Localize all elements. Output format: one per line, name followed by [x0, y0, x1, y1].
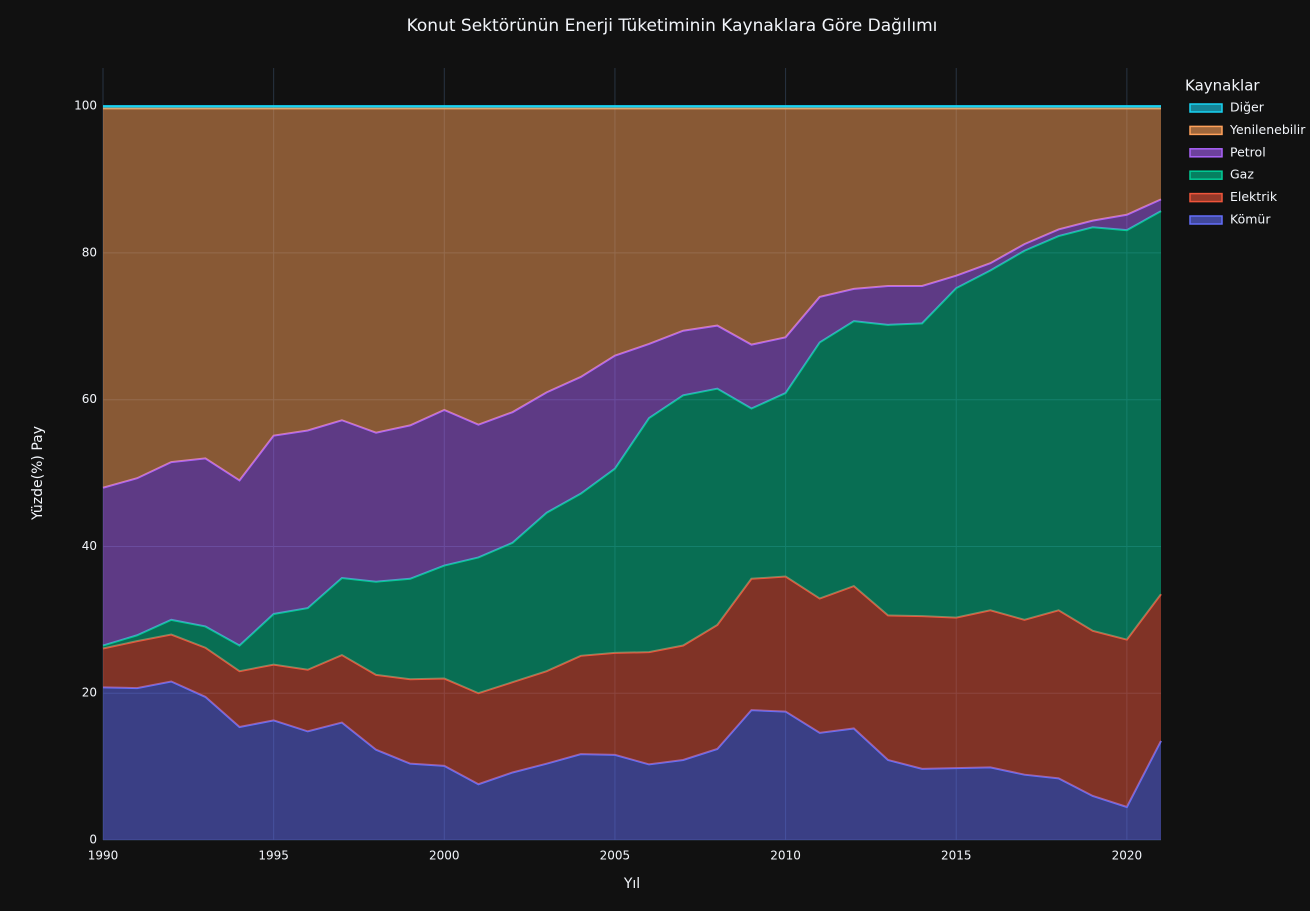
x-tick-label: 1995	[258, 849, 289, 863]
x-tick-label: 2020	[1112, 849, 1143, 863]
x-tick-label: 2000	[429, 849, 460, 863]
legend-label: Gaz	[1230, 167, 1254, 182]
y-tick-label: 20	[82, 686, 97, 700]
legend-label: Yenilenebilir	[1229, 122, 1306, 137]
y-tick-label: 40	[82, 539, 97, 553]
legend-label: Elektrik	[1230, 189, 1278, 204]
x-tick-label: 2005	[600, 849, 631, 863]
legend-label: Petrol	[1230, 144, 1266, 159]
area	[103, 681, 1161, 840]
area	[103, 211, 1161, 694]
legend-swatch	[1189, 103, 1223, 113]
legend-swatch	[1189, 192, 1223, 203]
legend-swatch	[1189, 148, 1223, 158]
x-tick-label: 2010	[770, 849, 801, 863]
legend-swatch	[1189, 125, 1223, 136]
legend-label: Diğer	[1230, 100, 1265, 115]
legend-swatch	[1189, 215, 1223, 225]
y-tick-label: 100	[74, 99, 97, 113]
legend-label: Kömür	[1230, 212, 1271, 227]
area	[103, 576, 1161, 807]
legend-title: Kaynaklar	[1185, 77, 1260, 95]
y-tick-label: 80	[82, 245, 97, 259]
x-tick-label: 2015	[941, 849, 972, 863]
y-tick-label: 60	[82, 392, 97, 406]
chart-title: Konut Sektörünün Enerji Tüketiminin Kayn…	[407, 16, 938, 36]
legend-swatch	[1189, 170, 1223, 180]
area	[103, 108, 1161, 488]
y-axis-title: Yüzde(%) Pay	[30, 426, 46, 521]
y-tick-label: 0	[89, 833, 97, 847]
x-tick-label: 1990	[88, 849, 119, 863]
x-axis-title: Yıl	[623, 876, 640, 892]
area	[103, 199, 1161, 646]
